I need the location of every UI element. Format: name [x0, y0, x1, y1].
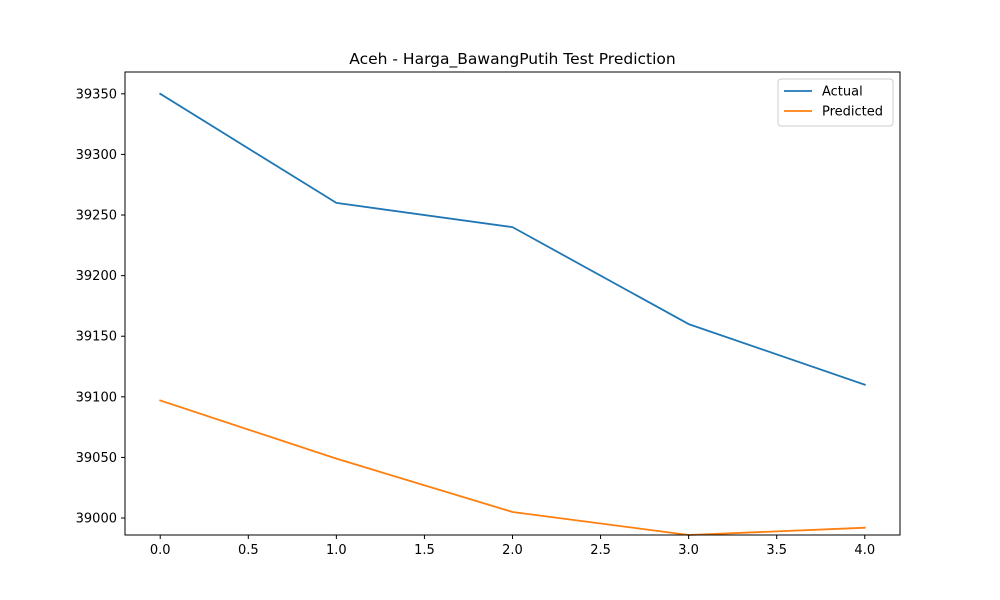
- plot-frame: [124, 71, 901, 536]
- y-tick-label: 39150: [76, 330, 117, 345]
- y-tick-label: 39100: [76, 390, 117, 405]
- y-tick-label: 39000: [76, 512, 117, 527]
- plot-area: [158, 92, 866, 536]
- x-tick-label: 2.0: [502, 543, 523, 558]
- y-axis: 39000 39050 39100 39150 39200 39250 39300 39350: [76, 87, 125, 527]
- y-tick-label: 39350: [76, 87, 117, 102]
- series-line-actual: [158, 92, 866, 386]
- x-axis: 0.0 0.5 1.0 1.5 2.0 2.5 3.0 3.5 4.0: [150, 535, 875, 558]
- x-tick-label: 0.5: [238, 543, 259, 558]
- legend-label-actual: Actual: [822, 85, 863, 100]
- y-tick-label: 39250: [76, 209, 117, 224]
- legend-label-predicted: Predicted: [822, 105, 883, 120]
- x-tick-label: 3.0: [678, 543, 699, 558]
- chart-title: Aceh - Harga_BawangPutih Test Prediction: [349, 50, 675, 69]
- x-tick-label: 1.5: [414, 543, 435, 558]
- x-tick-label: 1.0: [326, 543, 347, 558]
- x-tick-label: 2.5: [590, 543, 611, 558]
- y-tick-label: 39200: [76, 269, 117, 284]
- legend: Actual Predicted: [777, 78, 894, 127]
- x-tick-label: 0.0: [150, 543, 171, 558]
- x-tick-label: 4.0: [854, 543, 875, 558]
- series-line-predicted: [159, 399, 866, 536]
- x-tick-label: 3.5: [766, 543, 787, 558]
- y-tick-label: 39300: [76, 148, 117, 163]
- y-tick-label: 39050: [76, 451, 117, 466]
